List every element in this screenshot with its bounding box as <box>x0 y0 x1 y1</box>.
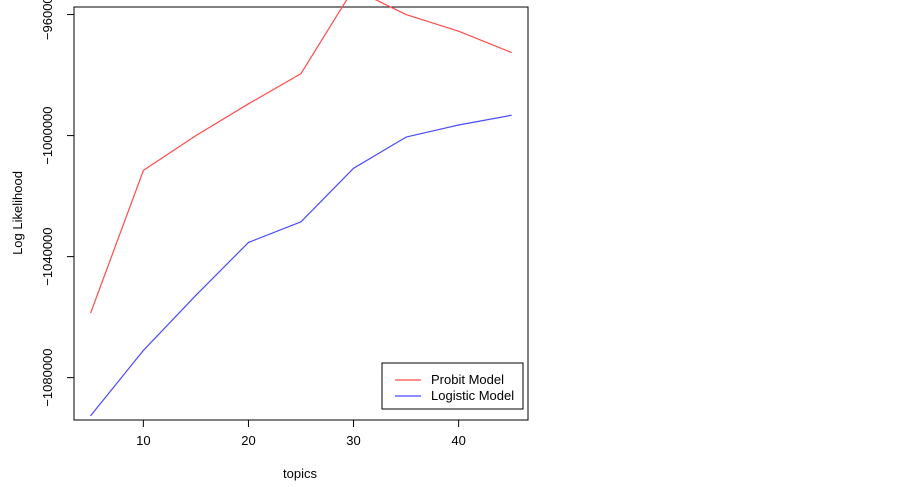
data-point <box>247 103 250 105</box>
data-point <box>510 51 512 54</box>
x-tick-label: 30 <box>346 433 360 448</box>
legend-label-probit: Probit Model <box>431 372 504 387</box>
data-point <box>300 221 302 223</box>
y-axis: −960000 −1000000 −1040000 −1080000 <box>40 0 75 407</box>
x-tick-label: 20 <box>241 433 255 448</box>
data-point <box>405 14 407 16</box>
y-tick-label: −1080000 <box>40 348 55 406</box>
data-point <box>352 167 355 169</box>
series-layer <box>90 0 512 417</box>
series-line-probit <box>90 0 512 313</box>
data-point <box>300 73 302 75</box>
data-point <box>142 169 144 171</box>
y-tick-label: −1040000 <box>40 227 55 285</box>
x-axis: 10 20 30 40 <box>136 419 466 448</box>
legend-label-logistic: Logistic Model <box>431 388 514 403</box>
data-point <box>142 349 144 351</box>
data-point <box>458 30 460 32</box>
data-point <box>247 241 250 243</box>
data-point <box>405 136 407 138</box>
data-point <box>510 114 512 116</box>
plot-frame <box>73 6 529 421</box>
x-axis-label: topics <box>283 466 317 481</box>
data-point <box>195 294 197 296</box>
x-tick-label: 10 <box>136 433 150 448</box>
y-tick-label: −960000 <box>40 0 55 40</box>
data-point <box>195 135 197 137</box>
legend-box <box>381 362 524 410</box>
x-tick-label: 40 <box>451 433 465 448</box>
legend: Probit Model Logistic Model <box>381 362 524 410</box>
data-point <box>90 312 92 314</box>
data-point <box>90 414 92 417</box>
y-axis-label: Log Likelihood <box>10 171 25 255</box>
y-tick-label: −1000000 <box>40 106 55 164</box>
data-point <box>458 124 460 126</box>
